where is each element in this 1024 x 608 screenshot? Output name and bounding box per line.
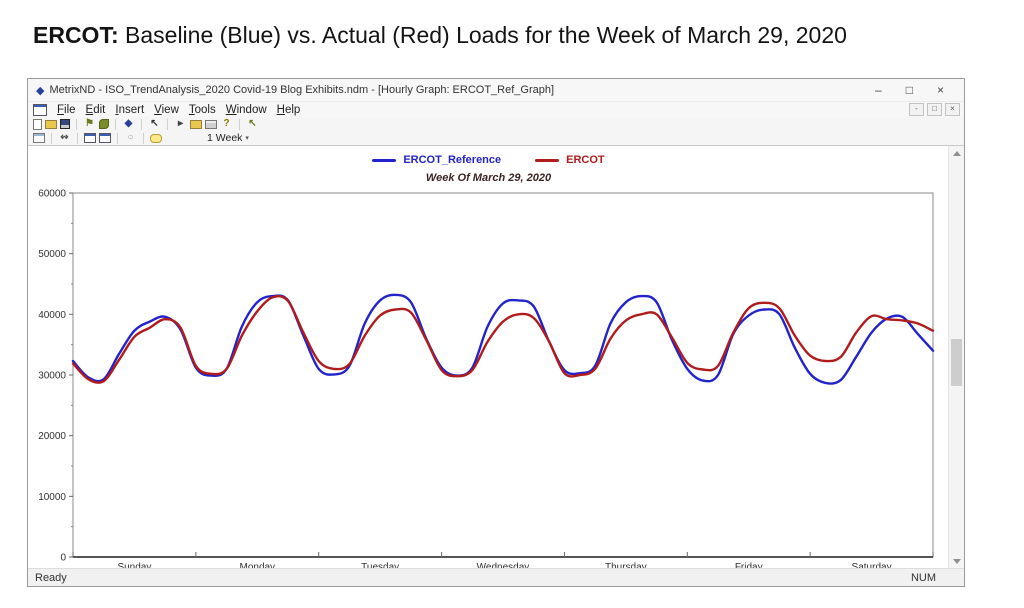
legend-item-reference: ERCOT_Reference	[372, 154, 501, 166]
status-message: Ready	[35, 571, 67, 584]
window-view-icon[interactable]	[84, 133, 96, 143]
x-axis-day-label: Saturday	[852, 562, 892, 573]
window-cascade-icon[interactable]	[99, 133, 111, 143]
window-title: MetrixND - ISO_TrendAnalysis_2020 Covid-…	[49, 84, 555, 96]
y-axis-tick-label: 30000	[38, 371, 66, 382]
open-file-icon[interactable]	[45, 119, 57, 129]
window-controls: – □ ×	[875, 84, 956, 96]
pointer-icon[interactable]: ↖	[150, 118, 159, 129]
toolbar-separator	[141, 118, 142, 130]
page-title-bold: ERCOT:	[33, 22, 119, 48]
menu-insert[interactable]: Insert	[115, 103, 145, 116]
toolbar-graph: ↭ ○ 1 Week ▾	[28, 131, 964, 145]
page-title: ERCOT: Baseline (Blue) vs. Actual (Red) …	[33, 22, 847, 49]
y-axis-tick-label: 50000	[38, 249, 66, 260]
chevron-down-icon: ▾	[245, 135, 249, 142]
toolbar-separator	[167, 118, 168, 130]
comment-icon[interactable]	[150, 133, 162, 143]
status-bar: Ready NUM	[28, 568, 964, 586]
scroll-down-icon[interactable]	[949, 554, 964, 569]
metrixnd-window: ◆ MetrixND - ISO_TrendAnalysis_2020 Covi…	[27, 78, 965, 587]
legend-item-actual: ERCOT	[535, 154, 605, 166]
chart-area: ERCOT_Reference ERCOT Week Of March 29, …	[28, 145, 964, 573]
legend-line-blue-icon	[372, 158, 397, 162]
x-axis-day-label: Wednesday	[477, 562, 530, 573]
print-icon[interactable]	[205, 119, 217, 129]
toolbar-separator	[143, 132, 144, 144]
title-bar: ◆ MetrixND - ISO_TrendAnalysis_2020 Covi…	[28, 79, 964, 101]
x-axis-day-label: Monday	[239, 562, 275, 573]
time-range-label: 1 Week	[207, 132, 243, 144]
table-view-icon[interactable]	[33, 133, 45, 143]
legend-label-reference: ERCOT_Reference	[403, 154, 502, 166]
save-icon[interactable]	[60, 119, 70, 129]
mdi-document-icon	[33, 103, 47, 116]
menu-tools[interactable]: Tools	[188, 103, 216, 116]
refresh-icon[interactable]: ○	[127, 132, 134, 143]
y-axis-tick-label: 20000	[38, 431, 66, 442]
legend-label-actual: ERCOT	[566, 154, 605, 166]
legend-line-red-icon	[535, 158, 560, 162]
toolbar-graph-icons: ↭ ○	[33, 132, 162, 144]
toolbar-separator	[76, 118, 77, 130]
minimize-button[interactable]: –	[875, 83, 882, 97]
close-button[interactable]: ×	[936, 83, 944, 97]
series-line-ERCOT	[71, 294, 935, 384]
toolbar-separator	[115, 118, 116, 130]
series-line-ERCOT_Reference	[71, 293, 935, 385]
y-axis-tick-label: 60000	[38, 189, 66, 200]
scrollbar-thumb[interactable]	[951, 339, 962, 386]
new-file-icon[interactable]	[33, 118, 42, 130]
x-axis-day-label: Tuesday	[361, 562, 399, 573]
export-folder-icon[interactable]	[190, 119, 202, 129]
time-range-dropdown[interactable]: 1 Week ▾	[207, 132, 249, 144]
mdi-minimize-button[interactable]: -	[909, 103, 924, 116]
menu-file[interactable]: File	[57, 103, 76, 116]
mdi-restore-button[interactable]: □	[927, 103, 942, 116]
y-axis-tick-label: 0	[60, 553, 66, 564]
menu-window[interactable]: Window	[225, 103, 267, 116]
x-axis-day-label: Sunday	[117, 562, 151, 573]
toolbar-separator	[51, 132, 52, 144]
chart-legend: ERCOT_Reference ERCOT	[28, 154, 949, 166]
flag-icon[interactable]: ⚑	[85, 118, 94, 129]
app-logo-icon: ◆	[36, 84, 45, 97]
run-icon[interactable]: ▸	[177, 118, 184, 129]
mdi-window-controls: - □ ×	[909, 103, 964, 116]
scroll-up-icon[interactable]	[949, 146, 964, 161]
num-lock-indicator: NUM	[910, 571, 936, 584]
menu-view[interactable]: View	[154, 103, 179, 116]
y-axis-tick-label: 10000	[38, 492, 66, 503]
menu-bar: File Edit Insert View Tools Window Help …	[28, 101, 964, 117]
toolbar-separator	[117, 132, 118, 144]
menu-help[interactable]: Help	[276, 103, 301, 116]
toolbar-main: ⚑ ◆ ↖ ▸? ↖	[28, 117, 964, 131]
paste-icon[interactable]	[99, 119, 109, 129]
chart-title: Week Of March 29, 2020	[425, 172, 552, 184]
vertical-scrollbar[interactable]	[948, 146, 964, 569]
x-axis-day-label: Thursday	[605, 562, 647, 573]
page-title-rest: Baseline (Blue) vs. Actual (Red) Loads f…	[118, 22, 847, 48]
help-icon[interactable]: ?	[223, 118, 230, 129]
maximize-button[interactable]: □	[905, 83, 913, 97]
trace-tool-icon[interactable]: ↭	[60, 132, 69, 143]
mdi-close-button[interactable]: ×	[945, 103, 960, 116]
toolbar-separator	[239, 118, 240, 130]
pointer-run-icon[interactable]: ↖	[248, 118, 257, 129]
x-axis-day-label: Friday	[735, 562, 763, 573]
menu-edit[interactable]: Edit	[85, 103, 106, 116]
y-axis-tick-label: 40000	[38, 310, 66, 321]
line-chart-plot: 0 10000 20000 30000 40000 50000 60000 Sunday Mon…	[38, 189, 935, 573]
metrix-diamond-icon[interactable]: ◆	[124, 118, 133, 129]
toolbar-separator	[77, 132, 78, 144]
